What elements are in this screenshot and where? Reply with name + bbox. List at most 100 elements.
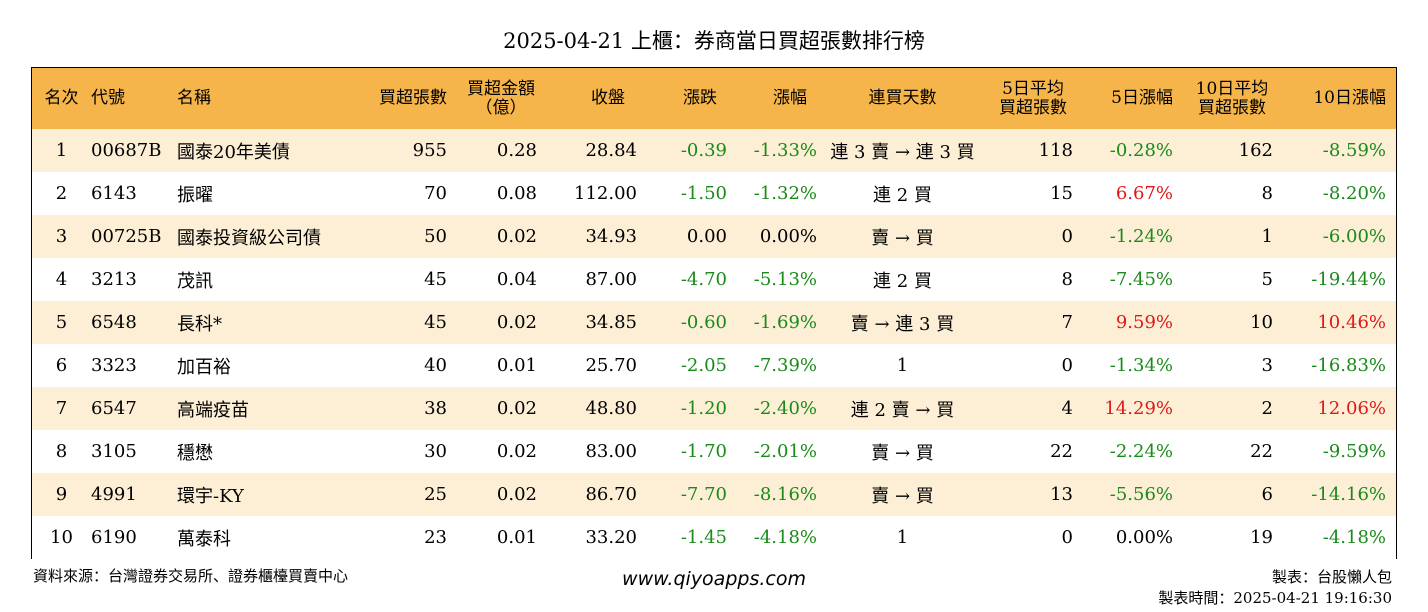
cell-avg5: 118 [1038,140,1073,161]
cell-pct10: -16.83% [1311,355,1386,376]
cell-change-pct: -2.01% [753,441,817,462]
cell-pct10: -8.20% [1322,183,1386,204]
cell-pct5: 9.59% [1115,312,1173,333]
cell-close: 112.00 [574,183,637,204]
table-body: 1 00687B 國泰20年美債 955 0.28 28.84 -0.39 -1.33% 連 3… [32,129,1396,559]
table-row: 3 00725B 國泰投資級公司債 50 0.02 34.93 0.00 0.00% 賣 → 買… [32,215,1396,258]
cell-close: 86.70 [585,484,637,505]
cell-rank: 10 [50,527,73,548]
cell-pct5: -0.28% [1109,140,1173,161]
cell-code: 3323 [91,355,137,376]
cell-avg5: 13 [1050,484,1073,505]
cell-change-pct: -5.13% [753,269,817,290]
cell-change-pct: -7.39% [753,355,817,376]
cell-name: 萬泰科 [177,528,231,550]
cell-change-pct: -1.32% [753,183,817,204]
cell-change: -0.60 [680,312,727,333]
cell-pct10: 10.46% [1317,312,1386,333]
cell-avg10: 2 [1261,398,1273,419]
ranking-table: 名次 代號 名稱 買超張數 買超金額 （億） 收盤 漲跌 漲幅 連買天數 5日平均… [32,68,1396,559]
cell-rank: 9 [55,484,68,505]
cell-change-pct: -1.69% [753,312,817,333]
cell-change: -1.70 [680,441,727,462]
cell-pct10: -4.18% [1322,527,1386,548]
cell-rank: 5 [55,312,68,333]
cell-name: 高端疫苗 [177,399,249,421]
cell-avg10: 19 [1250,527,1273,548]
cell-code: 6548 [91,312,137,333]
table-row: 1 00687B 國泰20年美債 955 0.28 28.84 -0.39 -1.33% 連 3… [32,129,1396,172]
cell-avg5: 0 [1061,355,1073,376]
cell-rank: 7 [55,398,68,419]
cell-rank: 3 [55,226,68,247]
cell-pct5: -2.24% [1109,441,1173,462]
cell-change: -1.45 [680,527,727,548]
cell-name: 長科* [177,313,222,335]
cell-pct10: 12.06% [1317,398,1386,419]
cell-net-buy-lots: 45 [424,269,447,290]
col-header-pct10: 10日漲幅 [1313,88,1386,108]
cell-net-buy-amount: 0.04 [496,269,537,290]
cell-net-buy-amount: 0.02 [496,312,537,333]
cell-change-pct: -1.33% [753,140,817,161]
col-header-avg10-line1: 10日平均 [1195,78,1269,99]
cell-close: 28.84 [585,140,637,161]
cell-name: 環宇-KY [177,485,244,507]
cell-consecutive-days: 連 2 買 [873,270,932,292]
col-header-avg10: 10日平均 買超張數 [1173,68,1273,129]
ranking-table-container: 名次 代號 名稱 買超張數 買超金額 （億） 收盤 漲跌 漲幅 連買天數 5日平均… [31,67,1397,559]
footer-credits: 製表：台股懶人包 製表時間：2025-04-21 19:16:30 [1158,567,1392,609]
data-source-note: 資料來源：台灣證券交易所、證券櫃檯買賣中心 [33,567,349,585]
cell-avg10: 8 [1261,183,1273,204]
cell-net-buy-lots: 45 [424,312,447,333]
col-header-net-buy-amount-line1: 買超金額 [467,78,535,99]
cell-pct5: -7.45% [1109,269,1173,290]
cell-name: 振曜 [177,184,213,206]
cell-close: 33.20 [585,527,637,548]
col-header-change-label: 漲跌 [683,88,717,108]
cell-code: 6143 [91,183,137,204]
table-header-row: 名次 代號 名稱 買超張數 買超金額 （億） 收盤 漲跌 漲幅 連買天數 5日平均… [32,68,1396,129]
col-header-change-pct: 漲幅 [727,68,817,129]
table-row: 2 6143 振曜 70 0.08 112.00 -1.50 -1.32% 連 2 買 15 6.6… [32,172,1396,215]
cell-change: -1.50 [680,183,727,204]
table-row: 10 6190 萬泰科 23 0.01 33.20 -1.45 -4.18% 1 0 0.00% 19… [32,516,1396,559]
cell-net-buy-lots: 23 [424,527,447,548]
cell-close: 83.00 [585,441,637,462]
cell-name: 加百裕 [177,356,231,378]
cell-change-pct: -2.40% [753,398,817,419]
cell-rank: 1 [55,140,68,161]
cell-net-buy-amount: 0.02 [496,398,537,419]
cell-net-buy-lots: 50 [424,226,447,247]
cell-net-buy-amount: 0.28 [496,140,537,161]
col-header-avg5-line1: 5日平均 [1002,78,1064,99]
table-row: 5 6548 長科* 45 0.02 34.85 -0.60 -1.69% 賣 → 連 3 買 7… [32,301,1396,344]
cell-net-buy-amount: 0.02 [496,484,537,505]
cell-code: 4991 [91,484,137,505]
cell-avg10: 6 [1261,484,1273,505]
cell-net-buy-amount: 0.01 [496,527,537,548]
cell-net-buy-lots: 38 [424,398,447,419]
cell-net-buy-amount: 0.08 [496,183,537,204]
cell-pct10: -14.16% [1311,484,1386,505]
cell-rank: 6 [55,355,68,376]
cell-avg5: 22 [1050,441,1073,462]
col-header-name: 名稱 [177,88,211,108]
cell-net-buy-lots: 25 [424,484,447,505]
cell-pct5: 14.29% [1104,398,1173,419]
cell-avg5: 15 [1050,183,1073,204]
cell-pct10: -6.00% [1322,226,1386,247]
col-header-avg10-line2: 買超張數 [1198,97,1266,118]
col-header-net-buy-amount: 買超金額 （億） [447,68,547,129]
cell-close: 25.70 [585,355,637,376]
cell-code: 00687B [91,140,162,161]
table-row: 7 6547 高端疫苗 38 0.02 48.80 -1.20 -2.40% 連 2 賣 → 買… [32,387,1396,430]
table-row: 9 4991 環宇-KY 25 0.02 86.70 -7.70 -8.16% 賣 → 買 13 -… [32,473,1396,516]
cell-code: 3105 [91,441,137,462]
cell-consecutive-days: 連 2 買 [873,184,932,206]
cell-change: -4.70 [680,269,727,290]
cell-change-pct: -4.18% [753,527,817,548]
col-header-net-buy-amount-line2: （億） [475,97,527,118]
cell-consecutive-days: 連 3 賣 → 連 3 買 [830,141,975,163]
cell-consecutive-days: 賣 → 買 [871,442,934,464]
